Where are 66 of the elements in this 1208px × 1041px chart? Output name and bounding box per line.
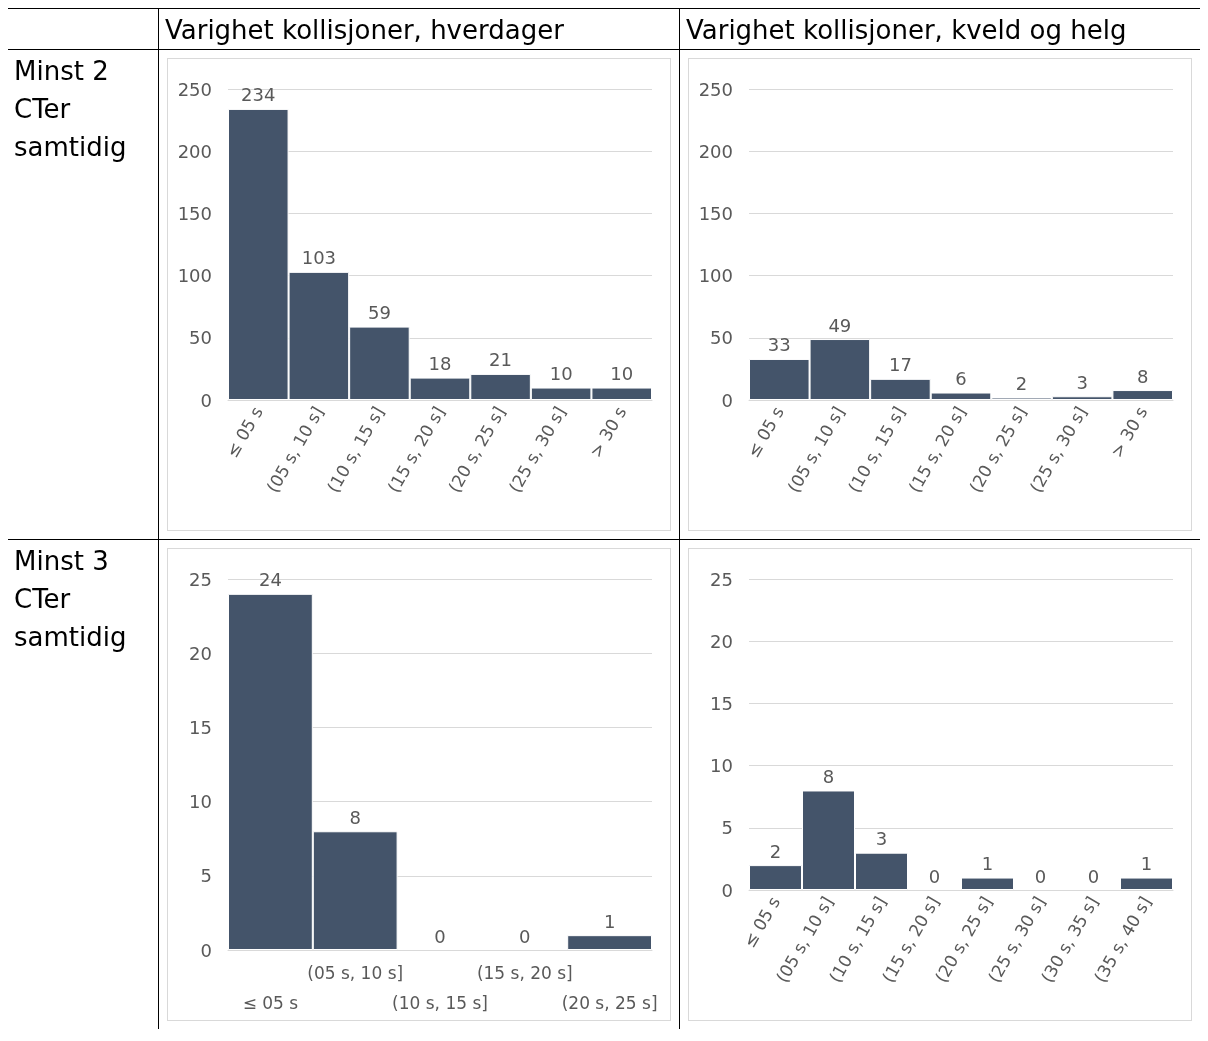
data-label: 0 [1087,865,1100,887]
y-tick-label: 200 [698,140,733,162]
data-label: 0 [519,925,531,947]
y-tick-label: 10 [710,755,733,777]
y-tick-label: 50 [189,327,212,349]
y-tick-label: 25 [189,568,212,590]
text: Minst 3 CTer samtidig [14,545,128,654]
y-tick-label: 15 [189,716,212,738]
data-label: 3 [875,828,888,850]
y-tick-label: 20 [710,630,733,652]
y-tick-label: 150 [698,202,733,224]
data-label: 21 [489,349,513,371]
y-tick-label: 10 [189,791,212,813]
y-tick-label: 0 [200,389,212,411]
x-tick-label: ≤ 05 s [739,892,785,952]
x-tick-label: > 30 s [585,402,631,462]
y-tick-label: 5 [200,865,212,887]
data-label: 234 [241,84,276,106]
data-label: 8 [822,765,835,787]
y-tick-label: 150 [177,202,212,224]
y-tick-label: 100 [177,265,212,287]
data-label: 1 [981,853,994,875]
data-label: 24 [258,569,282,591]
y-tick-label: 0 [721,879,733,901]
data-label: 0 [1034,865,1047,887]
y-tick-label: 250 [698,78,733,100]
bar [961,877,1014,890]
y-tick-label: 25 [710,568,733,590]
data-label: 1 [1140,853,1153,875]
y-tick-label: 0 [721,389,733,411]
x-tick-label: > 30 s [1106,402,1152,462]
x-tick-label: (15 s, 20 s] [476,963,573,983]
bar [1120,877,1173,890]
chart-title: Varighet kollisjoner, kveld og helg [686,15,1127,45]
x-tick-label: ≤ 05 s [242,993,299,1013]
data-label: 103 [301,247,337,269]
y-tick-label: 0 [200,939,212,961]
x-tick-label: (05 s, 10 s] [307,963,404,983]
data-label: 17 [888,354,912,376]
y-tick-label: 5 [721,817,733,839]
data-label: 8 [1136,365,1149,387]
text: Minst 2 CTer samtidig [14,55,128,164]
data-label: 0 [928,865,941,887]
y-tick-label: 200 [177,140,212,162]
y-tick-label: 100 [698,265,733,287]
x-tick-label: (10 s, 15 s] [392,993,488,1013]
data-label: 10 [610,363,634,385]
data-label: 59 [367,302,391,324]
data-label: 2 [1015,373,1028,395]
data-label: 6 [955,368,967,390]
data-label: 1 [603,910,616,932]
data-label: 2 [769,840,782,862]
y-tick-label: 20 [189,642,212,664]
y-tick-label: 50 [710,327,733,349]
data-label: 10 [549,363,573,385]
data-label: 49 [828,314,852,336]
bar [567,935,652,950]
y-tick-label: 250 [177,78,212,100]
y-tick-label: 15 [710,692,733,714]
data-label: 33 [767,334,791,356]
chart-title: Varighet kollisjoner, hverdager [165,15,564,45]
data-label: 18 [428,353,452,375]
data-label: 0 [434,925,446,947]
data-label: 3 [1076,371,1088,393]
data-label: 8 [349,806,361,828]
x-tick-label: (20 s, 25 s] [561,993,658,1013]
